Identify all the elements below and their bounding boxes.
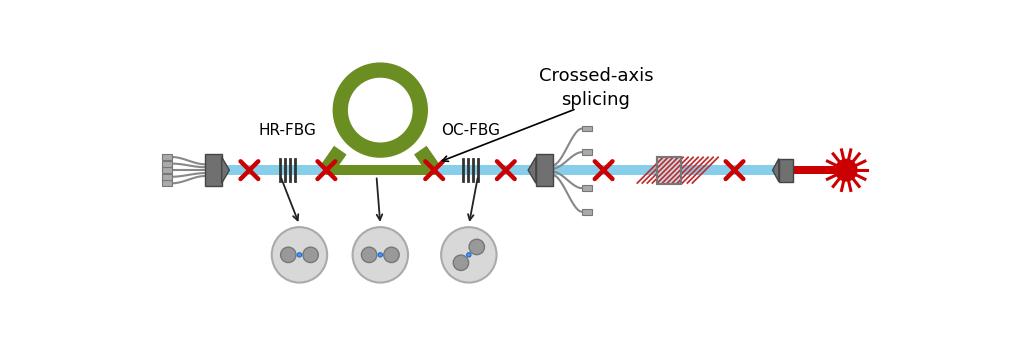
Circle shape [303,247,318,262]
Circle shape [452,255,468,270]
Circle shape [440,227,496,283]
Bar [162,174,172,180]
Bar [582,185,591,191]
Bar [682,165,775,175]
Bar [434,165,556,175]
Circle shape [297,253,302,257]
Circle shape [361,247,376,262]
Circle shape [383,247,398,262]
Bar [162,154,172,160]
Circle shape [467,253,471,257]
Bar [779,158,793,182]
Bar [582,209,591,215]
Circle shape [280,247,296,262]
Bar [582,149,591,155]
Text: HR-FBG: HR-FBG [259,123,317,138]
Bar [656,157,681,184]
Bar [162,180,172,186]
Bar [226,165,326,175]
Bar [162,167,172,173]
Bar [535,154,552,186]
Circle shape [353,227,408,283]
Polygon shape [528,157,535,183]
Polygon shape [771,158,779,182]
Bar [656,157,681,184]
Circle shape [469,239,484,255]
Text: splicing: splicing [560,90,630,108]
Circle shape [271,227,327,283]
Bar [325,165,434,175]
Bar [205,154,221,186]
Bar [582,126,591,132]
Text: OC-FBG: OC-FBG [440,123,499,138]
Circle shape [835,159,856,181]
Text: Crossed-axis: Crossed-axis [538,67,652,85]
Circle shape [378,253,382,257]
Bar [531,165,655,175]
Bar [162,161,172,167]
Bar [793,166,835,174]
Polygon shape [221,157,229,183]
